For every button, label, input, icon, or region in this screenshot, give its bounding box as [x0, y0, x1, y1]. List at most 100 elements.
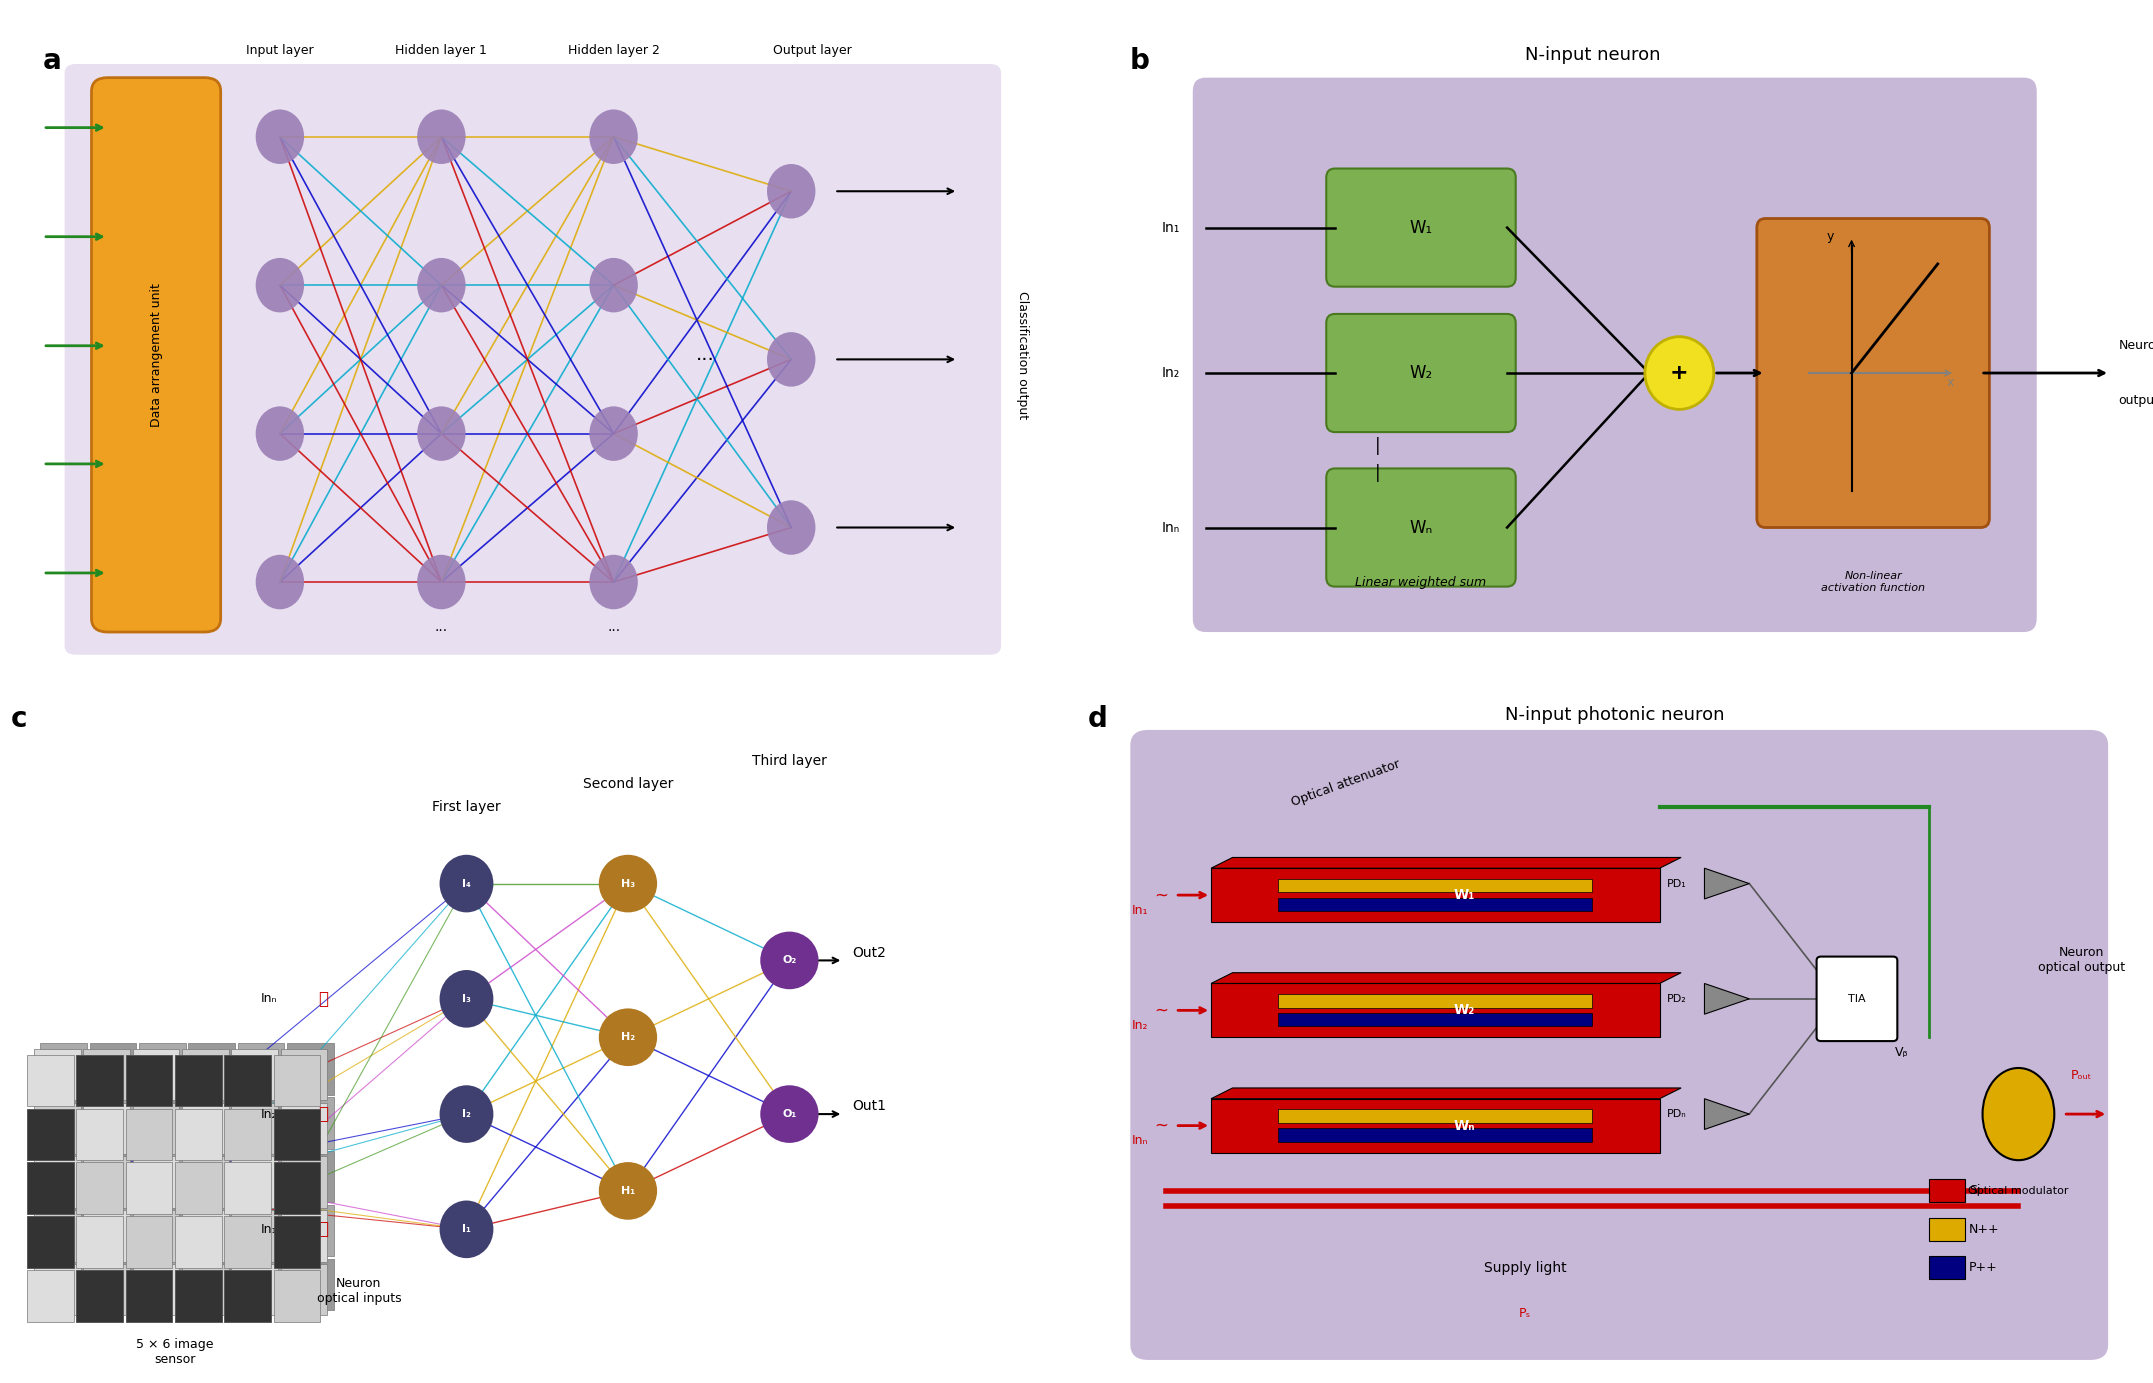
Text: Data arrangement unit: Data arrangement unit: [149, 284, 164, 427]
Bar: [224, 1270, 271, 1322]
Text: ~: ~: [1154, 1001, 1169, 1019]
Bar: [183, 1156, 228, 1207]
Text: In₂: In₂: [261, 1108, 278, 1120]
Text: O₂: O₂: [782, 956, 797, 965]
Bar: [174, 1163, 222, 1214]
Bar: [1929, 1218, 1964, 1241]
Bar: [273, 1163, 321, 1214]
Bar: [174, 1270, 222, 1322]
Bar: [237, 1205, 284, 1256]
Text: 5 × 6 image
sensor: 5 × 6 image sensor: [136, 1339, 213, 1366]
Bar: [174, 1216, 222, 1268]
Text: PD₂: PD₂: [1666, 994, 1686, 1004]
Text: Inₙ: Inₙ: [261, 993, 278, 1005]
Bar: [90, 1151, 136, 1202]
Text: Vᵦ: Vᵦ: [1895, 1046, 1908, 1059]
Polygon shape: [1705, 1098, 1748, 1130]
Ellipse shape: [256, 257, 304, 313]
Ellipse shape: [590, 257, 637, 313]
Text: Output layer: Output layer: [773, 44, 853, 57]
Polygon shape: [1210, 1098, 1660, 1152]
Bar: [233, 1156, 278, 1207]
Text: I₃: I₃: [463, 994, 472, 1004]
Text: Neuron
optical output: Neuron optical output: [2037, 946, 2125, 975]
Ellipse shape: [766, 332, 816, 387]
Text: Wₙ: Wₙ: [1410, 519, 1432, 537]
Text: ~: ~: [1154, 887, 1169, 904]
Text: N++: N++: [1970, 1223, 2000, 1236]
Ellipse shape: [760, 932, 818, 989]
Bar: [26, 1163, 73, 1214]
Text: |: |: [1376, 437, 1380, 455]
Text: Input layer: Input layer: [245, 44, 314, 57]
Text: TIA: TIA: [1847, 994, 1867, 1004]
Bar: [125, 1216, 172, 1268]
Bar: [273, 1109, 321, 1160]
Bar: [84, 1210, 129, 1261]
Text: b: b: [1130, 47, 1150, 75]
Bar: [286, 1097, 334, 1149]
Bar: [75, 1163, 123, 1214]
Text: 〜: 〜: [319, 1105, 327, 1123]
Bar: [237, 1043, 284, 1095]
Text: output: output: [2119, 394, 2153, 407]
Bar: [133, 1102, 179, 1153]
Bar: [286, 1259, 334, 1310]
Bar: [140, 1205, 185, 1256]
Text: Linear weighted sum: Linear weighted sum: [1356, 575, 1486, 589]
Text: W₁: W₁: [1410, 219, 1432, 236]
Bar: [183, 1102, 228, 1153]
Text: x: x: [1946, 376, 1953, 389]
Bar: [189, 1097, 235, 1149]
Text: I₁: I₁: [463, 1224, 472, 1235]
Bar: [140, 1043, 185, 1095]
Ellipse shape: [439, 1086, 493, 1142]
Polygon shape: [1705, 869, 1748, 899]
Bar: [133, 1048, 179, 1101]
Bar: [1929, 1180, 1964, 1202]
Ellipse shape: [590, 109, 637, 165]
Ellipse shape: [256, 407, 304, 461]
Text: In₂: In₂: [1163, 366, 1180, 380]
Bar: [84, 1156, 129, 1207]
Text: ~: ~: [2084, 1105, 2097, 1123]
FancyBboxPatch shape: [90, 77, 222, 632]
FancyBboxPatch shape: [1326, 169, 1516, 286]
Bar: [41, 1205, 86, 1256]
Text: I₂: I₂: [463, 1109, 472, 1119]
Text: Si: Si: [1970, 1184, 1981, 1198]
Bar: [26, 1216, 73, 1268]
Text: y: y: [1828, 230, 1834, 243]
Bar: [189, 1259, 235, 1310]
Text: N-input neuron: N-input neuron: [1526, 46, 1660, 64]
Bar: [273, 1270, 321, 1322]
Bar: [75, 1270, 123, 1322]
Bar: [125, 1270, 172, 1322]
Bar: [125, 1055, 172, 1106]
Bar: [189, 1151, 235, 1202]
Bar: [280, 1264, 327, 1315]
Bar: [75, 1216, 123, 1268]
Bar: [84, 1048, 129, 1101]
Text: Pₛ: Pₛ: [1520, 1307, 1531, 1321]
Bar: [34, 1048, 82, 1101]
Bar: [133, 1210, 179, 1261]
Text: ~: ~: [1154, 1116, 1169, 1134]
Bar: [286, 1043, 334, 1095]
Bar: [75, 1055, 123, 1106]
Bar: [140, 1097, 185, 1149]
Bar: [90, 1043, 136, 1095]
Text: Inₙ: Inₙ: [1132, 1134, 1148, 1148]
Text: Hidden layer 2: Hidden layer 2: [568, 44, 659, 57]
Text: ...: ...: [695, 346, 715, 364]
Bar: [286, 1205, 334, 1256]
Ellipse shape: [256, 555, 304, 610]
Bar: [233, 1210, 278, 1261]
Ellipse shape: [1983, 1068, 2054, 1160]
FancyBboxPatch shape: [1326, 314, 1516, 431]
Bar: [286, 1151, 334, 1202]
Text: Out1: Out1: [853, 1099, 887, 1113]
Text: O₁: O₁: [782, 1109, 797, 1119]
Bar: [280, 1156, 327, 1207]
Text: Inₙ: Inₙ: [1163, 520, 1180, 534]
